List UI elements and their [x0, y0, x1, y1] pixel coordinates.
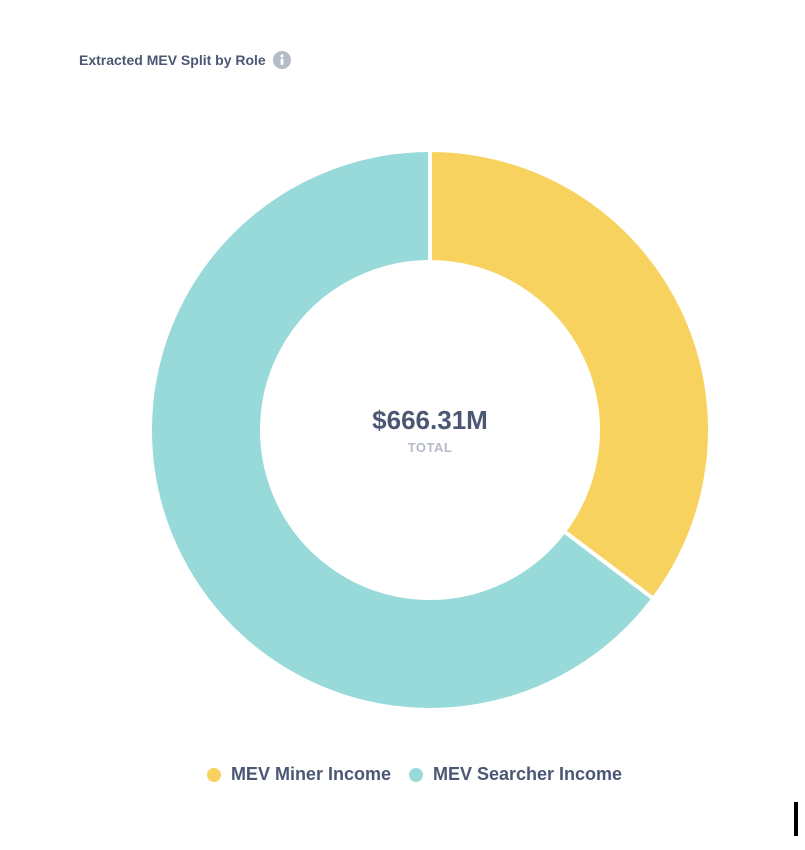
donut-slice-miner[interactable]: [428, 147, 712, 602]
info-icon[interactable]: [272, 51, 291, 69]
donut-slices: [148, 147, 712, 712]
chart-header: Extracted MEV Split by Role: [79, 49, 291, 71]
donut-slice-searcher[interactable]: [148, 147, 657, 712]
legend-swatch-searcher: [408, 767, 423, 782]
chart-legend: MEV Miner Income MEV Searcher Income: [0, 764, 805, 785]
text-cursor: [794, 802, 798, 836]
legend-item-searcher[interactable]: MEV Searcher Income: [408, 764, 623, 785]
donut-chart: $666.31M TOTAL: [148, 147, 712, 712]
chart-title: Extracted MEV Split by Role: [79, 52, 266, 68]
legend-label-miner: MEV Miner Income: [230, 764, 391, 784]
total-value: $666.31M: [372, 405, 488, 435]
legend-item-miner[interactable]: MEV Miner Income: [206, 764, 391, 785]
legend-swatch-miner: [206, 767, 221, 782]
total-label: TOTAL: [408, 440, 453, 455]
legend-label-searcher: MEV Searcher Income: [432, 764, 623, 784]
